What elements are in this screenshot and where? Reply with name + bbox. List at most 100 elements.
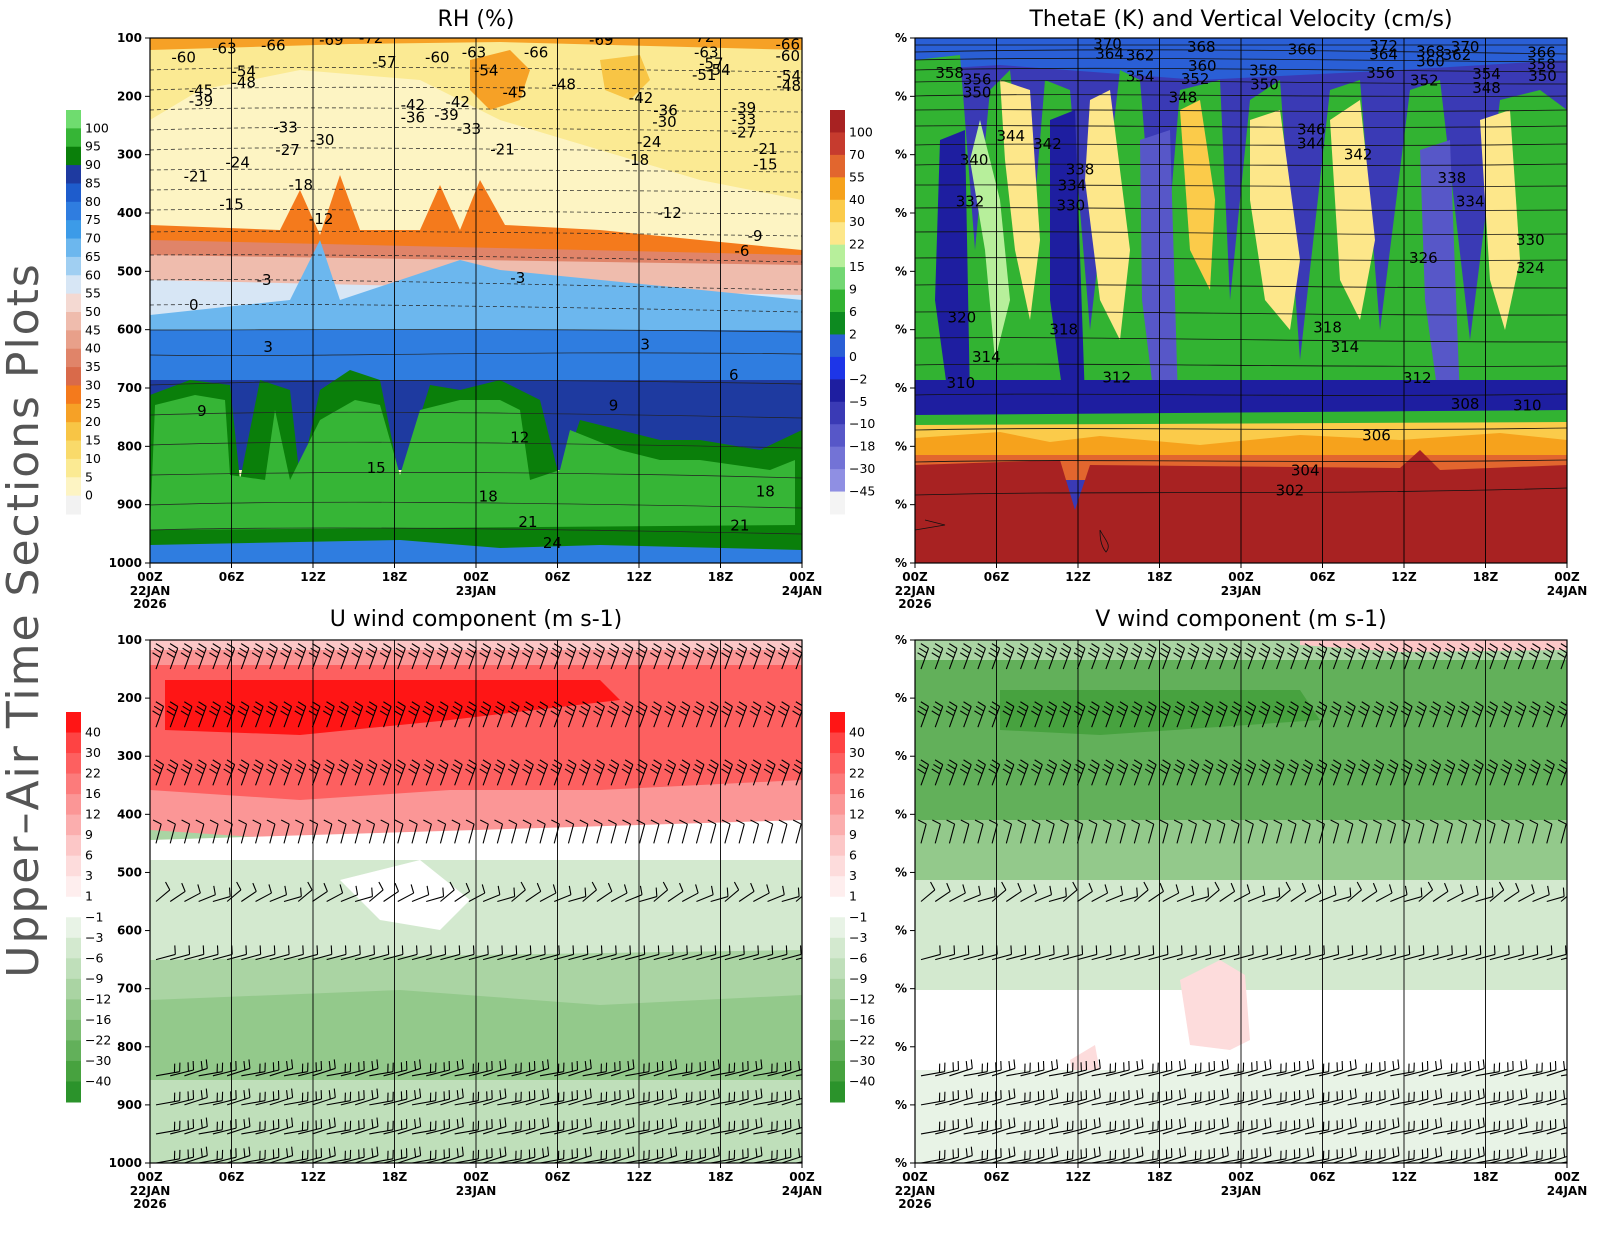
wind-barb — [297, 881, 313, 902]
wind-barb-staff — [411, 1158, 436, 1163]
contour-label: 330 — [1516, 231, 1545, 249]
wind-barb-flag — [623, 705, 632, 712]
wind-barb-staff — [596, 1127, 621, 1135]
rh-contour-line — [150, 501, 802, 509]
colorbar-swatch — [66, 896, 81, 918]
wind-barb-flag — [381, 763, 390, 770]
colorbar-label: 55 — [85, 286, 101, 301]
wind-barb-flag — [1387, 819, 1396, 825]
wind-barb — [1532, 945, 1553, 961]
wind-barb-staff — [681, 764, 691, 786]
wind-barb — [482, 885, 501, 903]
wind-barb — [283, 945, 304, 961]
wind-barb-staff — [977, 706, 986, 728]
wind-barb-staff — [1162, 892, 1179, 902]
wind-barb-flag — [1475, 701, 1484, 707]
wind-barb-staff — [653, 648, 662, 670]
wind-barb-flag — [653, 759, 662, 766]
wind-barb-flag — [1329, 710, 1338, 717]
wind-barb-flag — [1246, 884, 1251, 894]
colorbar-swatch — [66, 458, 81, 478]
thetae-lightgreen — [970, 120, 1010, 360]
wind-barb-staff — [269, 648, 278, 670]
wind-barb-flag — [273, 945, 276, 955]
wind-barb-staff — [269, 1126, 293, 1135]
wind-barb-flag — [507, 710, 517, 717]
wind-barb — [354, 1059, 379, 1077]
wind-barb-staff — [411, 953, 432, 961]
x-tick-label: 12Z — [1065, 570, 1091, 584]
wind-barb — [226, 1059, 251, 1077]
wind-barb-staff — [1489, 648, 1498, 670]
wind-barb-flag — [1074, 819, 1083, 825]
wind-barb — [1543, 701, 1555, 728]
wind-barb-flag — [974, 819, 984, 825]
wind-barb — [767, 1148, 792, 1163]
wind-barb-staff — [511, 1069, 535, 1077]
wind-barb-flag — [454, 643, 463, 649]
wind-barb — [650, 701, 662, 728]
wind-barb — [653, 945, 674, 961]
wind-barb — [1148, 1148, 1173, 1163]
wind-barb-flag — [1273, 819, 1282, 825]
y-tick-label: % — [895, 1040, 907, 1054]
wind-barb-flag — [248, 1117, 251, 1127]
wind-barb — [795, 1132, 802, 1135]
wind-barb-flag — [493, 652, 502, 658]
wind-barb-staff — [1020, 764, 1029, 786]
wind-barb-staff — [934, 823, 941, 844]
y-tick-label: % — [895, 1156, 907, 1170]
wind-barb — [166, 701, 179, 728]
wind-barb-flag — [401, 945, 404, 955]
wind-barb-flag — [337, 652, 346, 658]
x-tick-label: 18Z — [382, 1170, 408, 1184]
colorbar-swatch — [830, 855, 845, 877]
wind-barb-staff — [1375, 1155, 1400, 1163]
wind-barb-staff — [1333, 1126, 1357, 1135]
wind-barb-flag — [1345, 763, 1354, 770]
wind-barb-flag — [1116, 652, 1125, 658]
wind-barb-staff — [1233, 1156, 1258, 1163]
wind-barb-staff — [1148, 764, 1157, 786]
wind-barb-flag — [991, 701, 1000, 707]
wind-barb-flag — [1230, 710, 1239, 717]
colorbar-label: 0 — [849, 349, 857, 364]
wind-barb — [1532, 1119, 1557, 1135]
wind-barb-flag — [664, 768, 673, 775]
wind-barb-flag — [520, 881, 526, 891]
wind-barb-flag — [1517, 643, 1527, 649]
wind-barb-staff — [255, 1069, 279, 1077]
wind-barb-flag — [1119, 643, 1128, 649]
wind-barb-flag — [792, 652, 801, 658]
wind-barb-flag — [593, 652, 602, 658]
wind-barb — [1443, 643, 1456, 670]
x-tick-label: 18Z — [1147, 1170, 1173, 1184]
wind-barb — [1489, 945, 1510, 961]
wind-barb — [1304, 945, 1325, 961]
wind-barb — [1148, 1061, 1173, 1077]
wind-barb-staff — [226, 1155, 251, 1163]
wind-barb-flag — [961, 705, 970, 712]
wind-barb-staff — [667, 1071, 692, 1077]
wind-barb — [1373, 819, 1382, 844]
wind-barb-staff — [738, 1067, 763, 1077]
wind-barb — [593, 701, 605, 728]
wind-barb — [1560, 1074, 1567, 1077]
wind-barb-flag — [765, 705, 774, 712]
wind-barb-flag — [771, 945, 774, 955]
wind-barb — [1447, 1090, 1472, 1106]
wind-barb-flag — [536, 710, 545, 717]
x-tick-label: 06Z — [984, 1170, 1010, 1184]
wind-barb-staff — [767, 894, 785, 903]
colorbar-label: −12 — [849, 991, 875, 1006]
wind-barb-flag — [589, 1146, 592, 1156]
wind-barb-staff — [567, 648, 577, 670]
wind-barb — [1191, 1148, 1216, 1163]
wind-barb-staff — [1304, 1129, 1329, 1135]
wind-barb-flag — [1005, 643, 1015, 649]
wind-barb-flag — [1095, 945, 1098, 955]
wind-barb — [1528, 759, 1541, 786]
wind-barb — [493, 643, 506, 670]
wind-barb-staff — [1006, 890, 1022, 902]
wind-barb-flag — [959, 768, 969, 775]
